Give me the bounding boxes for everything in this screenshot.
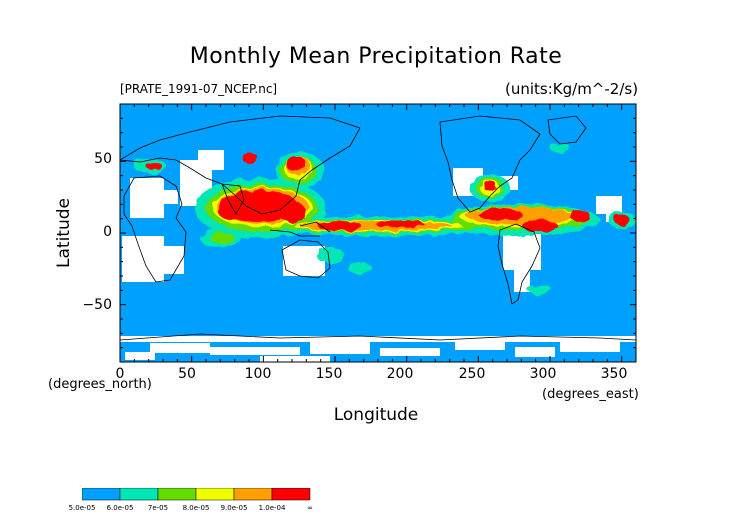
missing-data-layer [120, 150, 636, 362]
y-tick-label: 50 [94, 151, 112, 167]
x-tick-label: 100 [244, 366, 272, 382]
coastlines [120, 115, 636, 341]
legend-swatch [82, 488, 121, 501]
legend-label: 8.0e-05 [182, 504, 210, 512]
x-tick-label: 0 [115, 366, 125, 382]
x-tick-label: 350 [600, 366, 628, 382]
units-label: (units:Kg/m^-2/s) [505, 80, 639, 98]
legend-swatch [271, 488, 311, 501]
x-tick-label: 250 [458, 366, 486, 382]
legend-swatch [119, 488, 159, 501]
x-axis-label-text: Longitude [333, 405, 419, 425]
x-tick-label: 200 [386, 366, 414, 382]
x-tick-label: 300 [529, 366, 557, 382]
legend-label: 6.0e-05 [106, 504, 134, 512]
legend-swatch [157, 488, 197, 501]
x-tick-label: 150 [315, 366, 343, 382]
legend-label: 5.0e-05 [68, 504, 96, 512]
x-axis-units: (degrees_east) [542, 387, 639, 402]
y-axis-units: (degrees_north) [48, 377, 152, 392]
x-tick-label: 50 [178, 366, 196, 382]
legend-swatch [195, 488, 235, 501]
y-tick-label: 0 [103, 224, 112, 240]
map-frame [119, 103, 637, 363]
legend-label: 7e-05 [147, 504, 169, 512]
file-label: [PRATE_1991-07_NCEP.nc] [120, 82, 278, 96]
x-axis-label: Longitude [0, 405, 752, 425]
legend-label: 1.0e-04 [258, 504, 286, 512]
color-legend [82, 488, 311, 501]
map-title: Monthly Mean Precipitation Rate [189, 44, 563, 69]
y-tick-label: −50 [82, 297, 112, 313]
precipitation-map [119, 103, 637, 363]
legend-label: 9.0e-05 [220, 504, 248, 512]
legend-swatch [233, 488, 273, 501]
legend-label: ∞ [307, 504, 313, 512]
